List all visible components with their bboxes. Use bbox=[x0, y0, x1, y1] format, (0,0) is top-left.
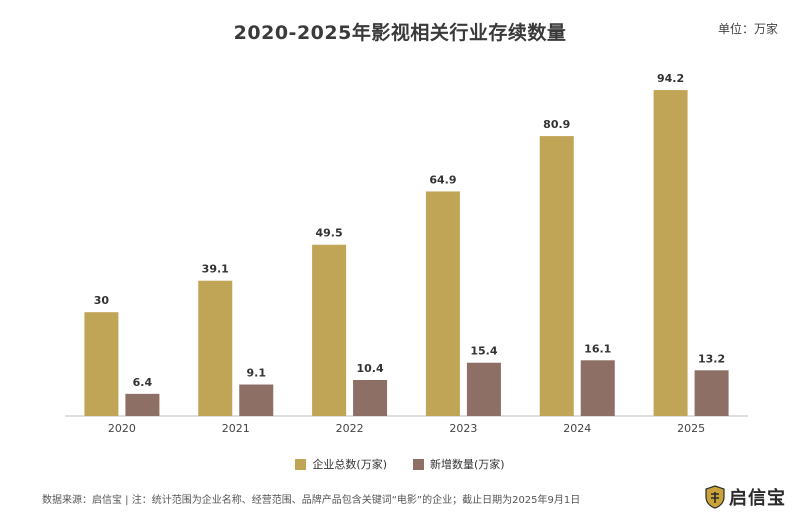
bar-new-2024 bbox=[580, 360, 615, 416]
logo: 启信宝 bbox=[705, 484, 786, 510]
bar-total-2025 bbox=[653, 90, 688, 417]
bar-total-2020 bbox=[84, 312, 119, 416]
data-label-new-2022: 10.4 bbox=[357, 362, 384, 375]
data-label-total-2022: 49.5 bbox=[316, 227, 343, 240]
chart-title: 2020-2025年影视相关行业存续数量 bbox=[233, 22, 567, 44]
bar-new-2020 bbox=[125, 393, 160, 416]
data-label-total-2024: 80.9 bbox=[543, 118, 570, 131]
legend: 企业总数(万家) 新增数量(万家) bbox=[0, 456, 800, 472]
logo-text: 启信宝 bbox=[729, 488, 786, 509]
bar-total-2021 bbox=[198, 280, 233, 416]
unit-label: 单位：万家 bbox=[717, 22, 778, 36]
data-label-total-2023: 64.9 bbox=[429, 173, 456, 186]
data-label-total-2025: 94.2 bbox=[657, 72, 684, 85]
data-label-new-2025: 13.2 bbox=[698, 352, 725, 365]
x-tick-label-2024: 2024 bbox=[563, 422, 591, 435]
bar-total-2023 bbox=[425, 191, 460, 416]
bar-new-2023 bbox=[466, 362, 501, 416]
source-note: 数据来源：启信宝 | 注：统计范围为企业名称、经营范围、品牌产品包含关键词“电影… bbox=[42, 495, 581, 506]
legend-label-new: 新增数量(万家) bbox=[430, 458, 505, 471]
legend-label-total: 企业总数(万家) bbox=[312, 458, 387, 471]
bar-chart: 30 6.4 2020 39.1 9.1 2021 49.5 10.4 2022 64.9 15.4… bbox=[65, 72, 748, 435]
legend-swatch-new bbox=[413, 458, 424, 470]
shield-logo-icon bbox=[705, 485, 725, 509]
data-label-new-2024: 16.1 bbox=[584, 342, 611, 355]
bar-new-2021 bbox=[239, 384, 274, 416]
bar-new-2025 bbox=[694, 370, 729, 416]
x-tick-label-2022: 2022 bbox=[336, 422, 364, 435]
bar-total-2022 bbox=[312, 244, 347, 416]
legend-item-total: 企业总数(万家) bbox=[295, 456, 387, 472]
legend-item-new: 新增数量(万家) bbox=[413, 456, 505, 472]
bar-total-2024 bbox=[539, 136, 574, 416]
x-tick-label-2023: 2023 bbox=[449, 422, 477, 435]
legend-swatch-total bbox=[295, 458, 307, 470]
data-label-new-2023: 15.4 bbox=[470, 345, 497, 358]
data-label-new-2020: 6.4 bbox=[133, 376, 153, 389]
data-label-total-2021: 39.1 bbox=[202, 263, 229, 276]
data-label-new-2021: 9.1 bbox=[247, 367, 267, 380]
x-tick-label-2025: 2025 bbox=[677, 422, 705, 435]
bar-new-2022 bbox=[353, 380, 388, 416]
x-tick-label-2021: 2021 bbox=[222, 422, 250, 435]
x-tick-label-2020: 2020 bbox=[108, 422, 136, 435]
data-label-total-2020: 30 bbox=[94, 294, 110, 307]
